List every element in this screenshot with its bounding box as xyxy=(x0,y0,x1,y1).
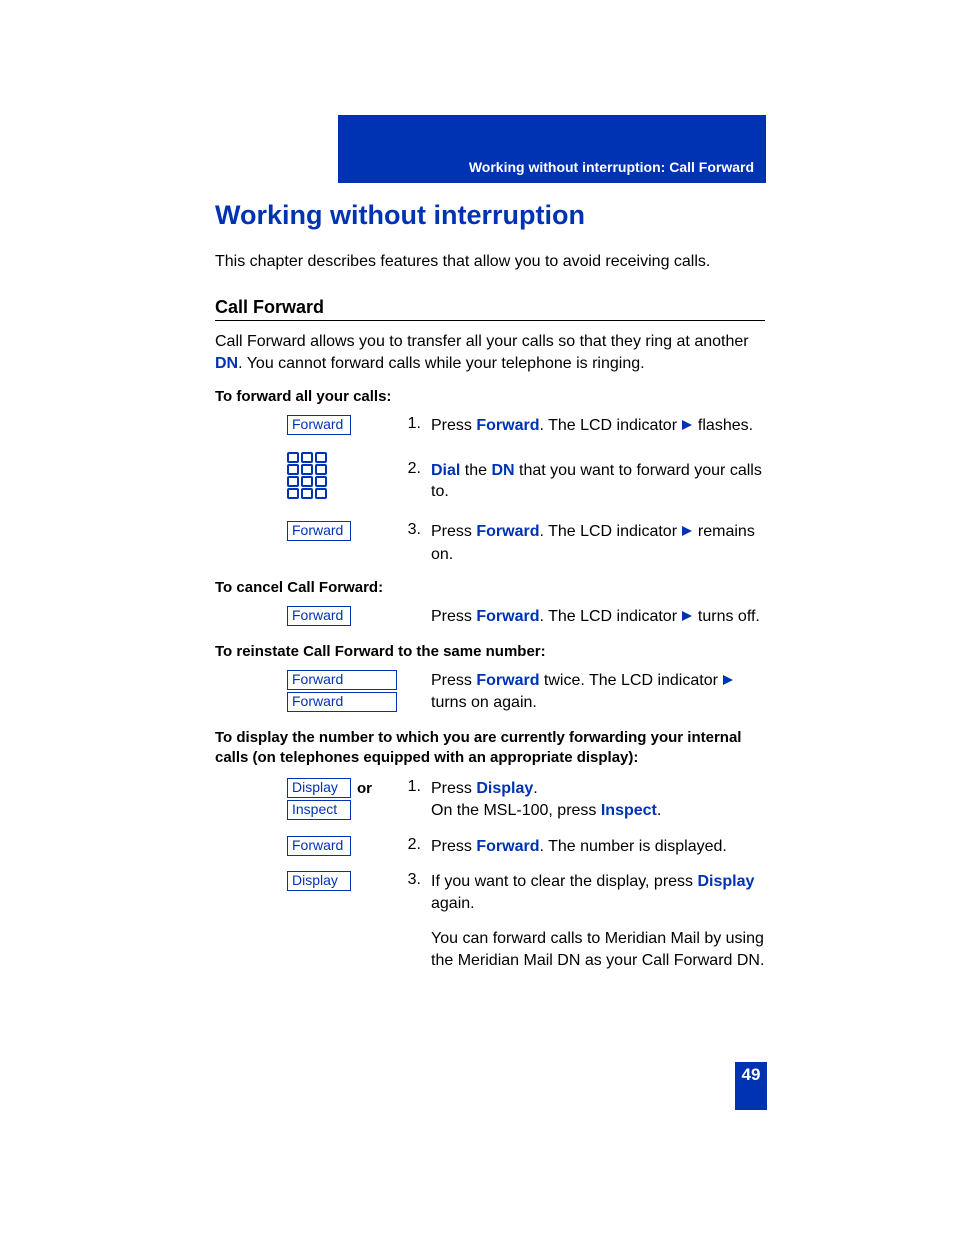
step-text: Dial the DN that you want to forward you… xyxy=(431,460,765,503)
step-num: 1. xyxy=(397,415,431,433)
indicator-icon xyxy=(722,671,734,693)
step-num: 2. xyxy=(397,836,431,854)
subhead-forward-all: To forward all your calls: xyxy=(215,388,765,405)
forward-key: Forward xyxy=(287,670,397,690)
forward-key: Forward xyxy=(287,415,351,435)
content: Working without interruption This chapte… xyxy=(215,200,765,986)
section-body-pre: Call Forward allows you to transfer all … xyxy=(215,333,749,350)
step-num: 2. xyxy=(397,460,431,478)
step-a1: Forward 1. Press Forward. The LCD indica… xyxy=(215,415,765,438)
indicator-icon xyxy=(681,522,693,544)
page-number-text: 49 xyxy=(742,1065,761,1085)
step-text: Press Forward. The LCD indicator remains… xyxy=(431,521,765,565)
forward-key: Forward xyxy=(287,836,351,856)
step-text: Press Forward. The LCD indicator flashes… xyxy=(431,415,765,438)
page: Working without interruption: Call Forwa… xyxy=(0,0,954,1235)
display-key: Display xyxy=(287,871,351,891)
step-num: 3. xyxy=(397,871,431,889)
section-body: Call Forward allows you to transfer all … xyxy=(215,331,765,374)
or-label: or xyxy=(357,780,372,797)
step-c1: Forward Forward Press Forward twice. The… xyxy=(215,670,765,714)
header-banner-text: Working without interruption: Call Forwa… xyxy=(469,159,754,175)
subhead-display: To display the number to which you are c… xyxy=(215,728,765,769)
step-text: Press Forward. The number is displayed. xyxy=(431,836,765,858)
header-banner: Working without interruption: Call Forwa… xyxy=(338,115,766,183)
step-d1: Display or Inspect 1. Press Display. On t… xyxy=(215,778,765,821)
step-text: Press Forward. The LCD indicator turns o… xyxy=(431,606,765,629)
subhead-reinstate: To reinstate Call Forward to the same nu… xyxy=(215,643,765,660)
display-key: Display xyxy=(287,778,351,798)
tail-note: You can forward calls to Meridian Mail b… xyxy=(215,928,765,971)
step-d2: Forward 2. Press Forward. The number is … xyxy=(215,836,765,858)
step-num: 1. xyxy=(397,778,431,796)
section-rule xyxy=(215,320,765,321)
forward-key: Forward xyxy=(287,606,351,626)
step-text: Press Forward twice. The LCD indicator t… xyxy=(431,670,765,714)
section-body-post: . You cannot forward calls while your te… xyxy=(238,355,644,372)
forward-key: Forward xyxy=(287,521,351,541)
page-title: Working without interruption xyxy=(215,200,765,231)
page-number: 49 xyxy=(735,1062,767,1110)
step-a3: Forward 3. Press Forward. The LCD indica… xyxy=(215,521,765,565)
step-text: If you want to clear the display, press … xyxy=(431,871,765,914)
inspect-key: Inspect xyxy=(287,800,351,820)
step-num: 3. xyxy=(397,521,431,539)
forward-key: Forward xyxy=(287,692,397,712)
indicator-icon xyxy=(681,607,693,629)
step-text: Press Display. On the MSL-100, press Ins… xyxy=(431,778,765,821)
step-d3: Display 3. If you want to clear the disp… xyxy=(215,871,765,914)
dn-link: DN xyxy=(215,355,238,372)
tail-text: You can forward calls to Meridian Mail b… xyxy=(431,928,765,971)
section-heading: Call Forward xyxy=(215,297,765,318)
intro-text: This chapter describes features that all… xyxy=(215,253,765,271)
step-b1: Forward Press Forward. The LCD indicator… xyxy=(215,606,765,629)
subhead-cancel: To cancel Call Forward: xyxy=(215,579,765,596)
indicator-icon xyxy=(681,416,693,438)
